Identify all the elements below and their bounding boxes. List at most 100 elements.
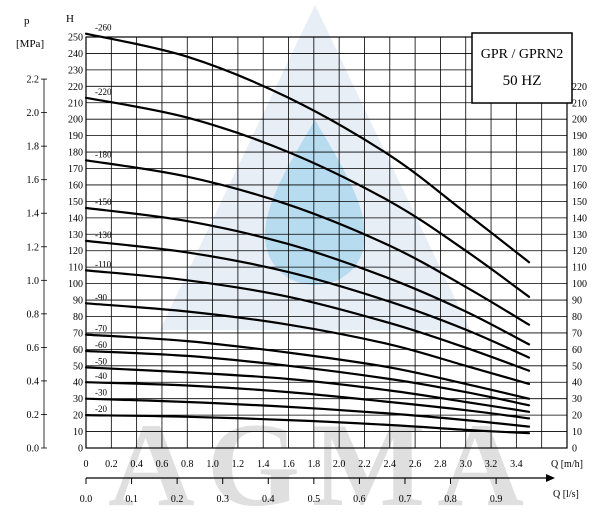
curve-series — [84, 206, 531, 346]
chart-grid — [85, 36, 568, 449]
p-tick-label: 0.6 — [27, 343, 40, 354]
x-m3h-tick-label: 0.2 — [105, 459, 118, 470]
h-right-tick-label: 40 — [572, 378, 582, 389]
curve-label: -110 — [95, 259, 112, 269]
ls-tick-label: 0.3 — [216, 494, 229, 505]
curve-series — [84, 333, 531, 400]
curve-label: -30 — [95, 388, 107, 398]
h-tick-label: 70 — [73, 328, 83, 339]
h-right-tick-label: 210 — [572, 98, 587, 109]
h-right-tick-label: 60 — [572, 345, 582, 356]
p-tick-label: 1.6 — [27, 175, 40, 186]
x-m3h-tick-label: 1.6 — [282, 459, 295, 470]
x-m3h-tick-label: 2.6 — [409, 459, 422, 470]
h-right-tick-label: 200 — [572, 115, 587, 126]
x-m3h-tick-label: 3.2 — [485, 459, 498, 470]
h-right-tick-label: 100 — [572, 279, 587, 290]
x-m3h-tick-label: 0 — [84, 459, 89, 470]
x-m3h-tick-label: 0.8 — [181, 459, 194, 470]
x-m3h-tick-label: 1.8 — [308, 459, 321, 470]
ls-tick-label: 0.0 — [80, 494, 93, 505]
x-m3h-tick-label: 1.4 — [257, 459, 270, 470]
h-tick-label: 60 — [73, 345, 83, 356]
h-tick-label: 120 — [68, 246, 83, 257]
h-right-tick-label: 170 — [572, 164, 587, 175]
ls-tick-label: 0.4 — [262, 494, 275, 505]
p-tick-label: 0.4 — [27, 376, 40, 387]
curve-label: -260 — [95, 23, 112, 33]
h-right-tick-label: 120 — [572, 246, 587, 257]
curve-label: -90 — [95, 292, 107, 302]
p-tick-label: 2.0 — [27, 108, 40, 119]
curve-label: -220 — [95, 87, 112, 97]
h-tick-label: 180 — [68, 148, 83, 159]
curve-series — [84, 414, 531, 435]
left-p-ticks: 0.0 0.2 0.4 0.6 0.8 1.0 1.2 1.4 1.6 1.8 2.0 2.2 — [27, 75, 47, 455]
ls-tick-label: 0.2 — [171, 494, 184, 505]
ls-tick-label: 0.5 — [308, 494, 321, 505]
h-tick-label: 50 — [73, 361, 83, 372]
chart-curves — [84, 32, 531, 435]
h-right-tick-label: 80 — [572, 312, 582, 323]
h-tick-label: 40 — [73, 378, 83, 389]
h-right-tick-label: 90 — [572, 296, 582, 307]
curve-series — [84, 269, 531, 372]
ls-axis-arrow-icon — [546, 474, 555, 482]
curve-label: -20 — [95, 404, 107, 414]
curve-series — [84, 239, 531, 359]
curve-label: -40 — [95, 371, 107, 381]
h-right-tick-label: 10 — [572, 427, 582, 438]
p-tick-label: 1.0 — [27, 276, 40, 287]
curve-label: -50 — [95, 356, 107, 366]
p-tick-label: 0.8 — [27, 309, 40, 320]
h-tick-label: 170 — [68, 164, 83, 175]
h-axis-label: H — [66, 13, 74, 25]
h-right-tick-label: 150 — [572, 197, 587, 208]
ls-tick-label: 0.8 — [444, 494, 457, 505]
h-tick-label: 90 — [73, 296, 83, 307]
chart-subtitle: 50 HZ — [503, 73, 542, 89]
title-box-frame — [471, 32, 573, 104]
h-tick-label: 20 — [73, 411, 83, 422]
p-axis-unit: [MPa] — [16, 38, 44, 50]
x-m3h-tick-label: 2.0 — [333, 459, 346, 470]
x-axis-m3h-label: Q [m/h] — [551, 459, 583, 470]
x-m3h-tick-label: 2.8 — [434, 459, 447, 470]
curve-series — [84, 32, 531, 264]
x-m3h-tick-label: 1.2 — [232, 459, 245, 470]
p-tick-label: 1.4 — [27, 209, 40, 220]
x-ls-axis: 0.0 0.1 0.2 0.3 0.4 0.5 0.6 0.7 0.8 0.9 — [80, 474, 555, 505]
curve-label: -130 — [95, 230, 112, 240]
h-tick-label: 0 — [78, 444, 83, 455]
curve-label: -70 — [95, 324, 107, 334]
curve-label: -150 — [95, 197, 112, 207]
p-tick-label: 1.2 — [27, 242, 40, 253]
curve-series — [84, 381, 531, 420]
p-tick-label: 2.2 — [27, 75, 40, 86]
chart-title: GPR / GPRN2 — [481, 47, 563, 62]
h-tick-label: 240 — [68, 49, 83, 60]
h-tick-label: 130 — [68, 230, 83, 241]
h-right-tick-label: 0 — [572, 444, 577, 455]
left-h-ticks: 0 10 20 30 40 50 60 70 80 90 100 110 120 130 140 150 160… — [68, 33, 83, 455]
h-right-tick-label: 190 — [572, 131, 587, 142]
x-m3h-tick-label: 2.4 — [384, 459, 397, 470]
h-right-tick-label: 140 — [572, 213, 587, 224]
right-h-ticks: 0 10 20 30 40 50 60 70 80 90 100 110 120 130 140 150 160… — [572, 82, 587, 455]
h-tick-label: 80 — [73, 312, 83, 323]
h-right-tick-label: 180 — [572, 148, 587, 159]
curve-series — [84, 159, 531, 326]
curve-label: -180 — [95, 149, 112, 159]
p-tick-label: 0.2 — [27, 410, 40, 421]
ls-tick-label: 0.7 — [399, 494, 412, 505]
h-tick-label: 110 — [68, 263, 83, 274]
curve-series — [84, 96, 531, 298]
h-tick-label: 230 — [68, 65, 83, 76]
p-tick-label: 1.8 — [27, 142, 40, 153]
h-right-tick-label: 30 — [572, 394, 582, 405]
x-m3h-tick-label: 0.6 — [156, 459, 169, 470]
h-tick-label: 100 — [68, 279, 83, 290]
x-m3h-tick-label: 3.0 — [459, 459, 472, 470]
x-m3h-tick-label: 1.0 — [206, 459, 219, 470]
curve-labels: -260 -220 -180 -150 -130 -110 -90 -70 -60 -50 -40 -… — [95, 23, 112, 414]
